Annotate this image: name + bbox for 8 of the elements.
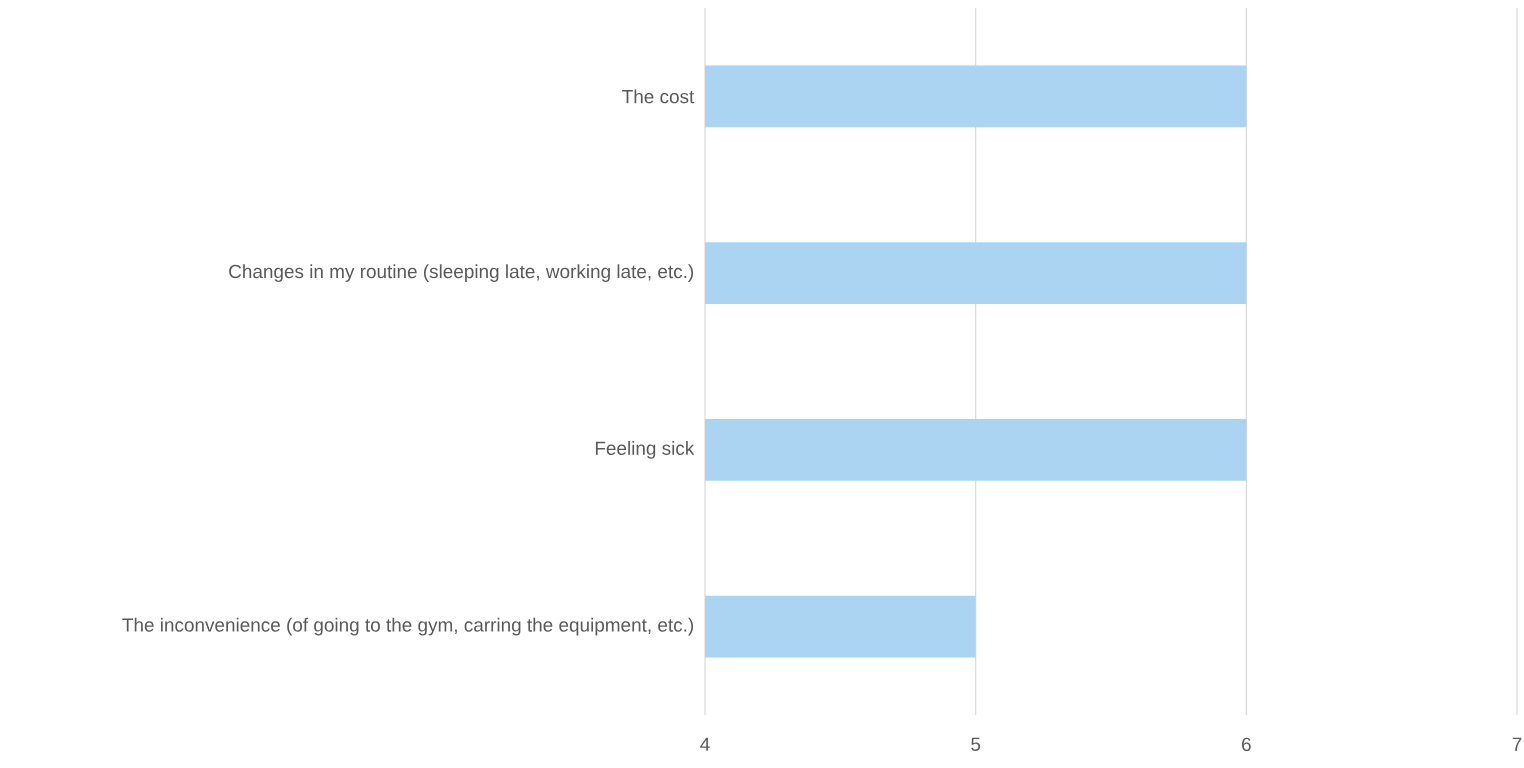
y-tick-label: The inconvenience (of going to the gym, carring the equipment, etc.) [122, 617, 694, 636]
x-tick-label: 6 [1242, 737, 1251, 752]
x-tick-label: 5 [971, 737, 981, 751]
y-tick-label: Feeling sick [595, 441, 695, 459]
x-tick-label: 7 [1512, 737, 1522, 751]
y-tick-label: Changes in my routine (sleeping late, working late, etc.) [229, 264, 694, 282]
x-tick-label: 4 [700, 737, 710, 751]
y-tick-label: The cost [622, 89, 695, 104]
